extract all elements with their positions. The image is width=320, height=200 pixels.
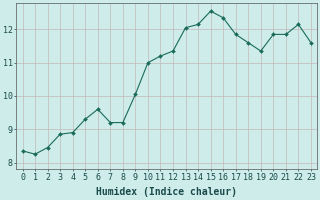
X-axis label: Humidex (Indice chaleur): Humidex (Indice chaleur): [96, 187, 237, 197]
